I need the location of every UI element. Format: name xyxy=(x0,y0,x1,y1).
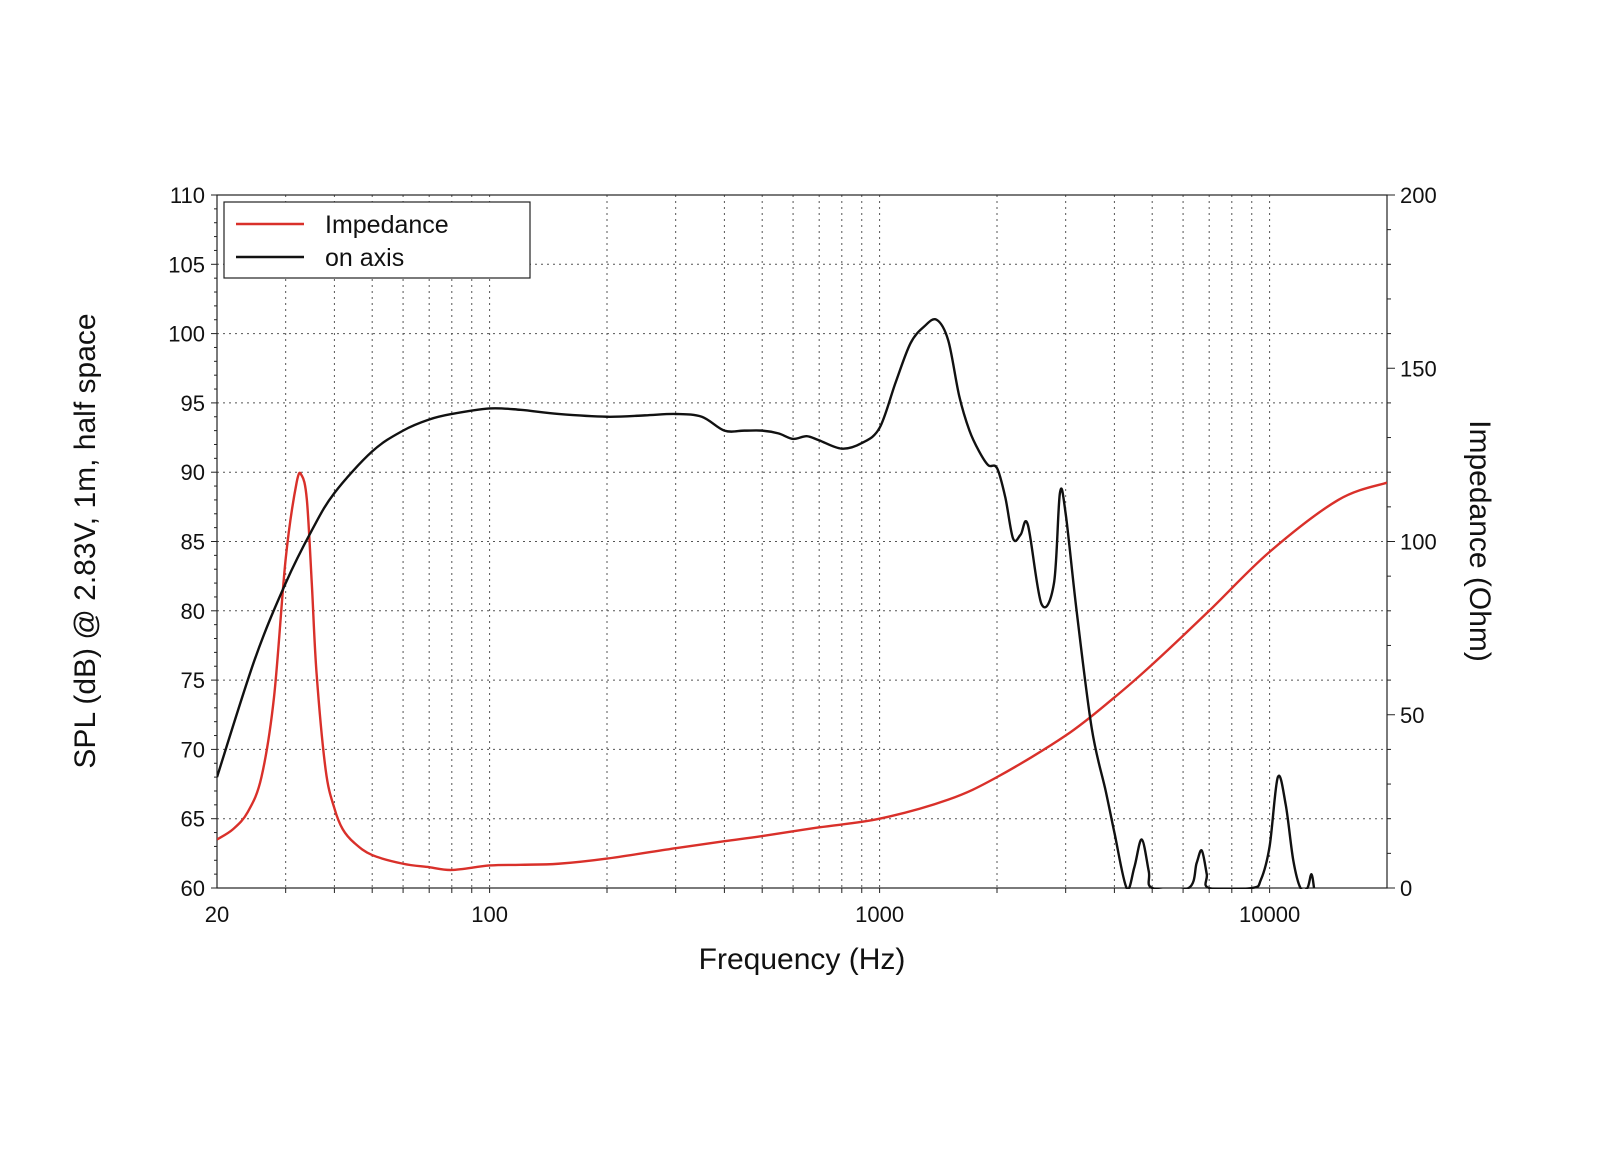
x-tick-label: 10000 xyxy=(1239,902,1300,927)
series-line-on-axis xyxy=(217,318,1316,889)
y-axis-left-title: SPL (dB) @ 2.83V, 1m, half space xyxy=(69,313,102,768)
y-right-tick-label: 200 xyxy=(1400,183,1437,208)
y-left-tick-label: 105 xyxy=(168,252,205,277)
y-left-tick-label: 70 xyxy=(181,737,205,762)
y-right-tick-label: 0 xyxy=(1400,876,1412,901)
legend-box xyxy=(223,201,531,279)
y-left-tick-label: 75 xyxy=(181,668,205,693)
y-right-tick-label: 150 xyxy=(1400,356,1437,381)
y-left-tick-label: 60 xyxy=(181,876,205,901)
legend-label-on-axis: on axis xyxy=(325,244,404,272)
series-line-impedance xyxy=(217,471,1387,872)
y-axis-right-title: Impedance (Ohm) xyxy=(1463,420,1496,662)
y-right-tick-label: 50 xyxy=(1400,703,1424,728)
axis-ticks xyxy=(211,194,1395,893)
y-left-tick-label: 90 xyxy=(181,460,205,485)
y-left-tick-label: 110 xyxy=(170,183,205,208)
y-left-tick-label: 95 xyxy=(181,391,205,416)
x-tick-label: 1000 xyxy=(855,902,904,927)
y-left-tick-label: 65 xyxy=(181,807,205,832)
x-axis-title: Frequency (Hz) xyxy=(699,943,906,976)
y-left-tick-label: 100 xyxy=(168,322,205,347)
y-left-tick-label: 80 xyxy=(181,599,205,624)
tick-labels: 60 65 70 75 80 85 90 95 100 105 110 0 50 100 150 200 20 1… xyxy=(168,183,1436,927)
y-left-tick-label: 85 xyxy=(181,530,205,555)
y-right-tick-label: 100 xyxy=(1400,530,1437,555)
grid xyxy=(217,195,1387,888)
x-tick-label: 100 xyxy=(471,902,508,927)
legend-label-impedance: Impedance xyxy=(325,211,449,239)
legend: Impedance on axis xyxy=(223,201,531,279)
series-layer xyxy=(217,318,1387,889)
x-tick-label: 20 xyxy=(205,902,229,927)
plot-frame xyxy=(216,194,1388,889)
